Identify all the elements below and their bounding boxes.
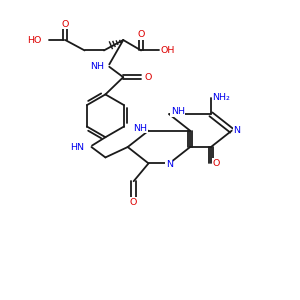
Text: NH: NH [90, 62, 104, 71]
Text: NH: NH [171, 107, 185, 116]
Text: HN: HN [70, 142, 85, 152]
Text: O: O [130, 197, 137, 206]
Text: O: O [144, 73, 152, 82]
Text: O: O [61, 20, 69, 29]
Text: NH₂: NH₂ [212, 94, 230, 103]
Text: O: O [137, 30, 145, 39]
Text: N: N [233, 126, 240, 135]
Text: HO: HO [27, 35, 41, 44]
Text: N: N [166, 160, 173, 169]
Text: OH: OH [160, 46, 175, 55]
Text: O: O [212, 159, 220, 168]
Text: NH: NH [133, 124, 147, 133]
